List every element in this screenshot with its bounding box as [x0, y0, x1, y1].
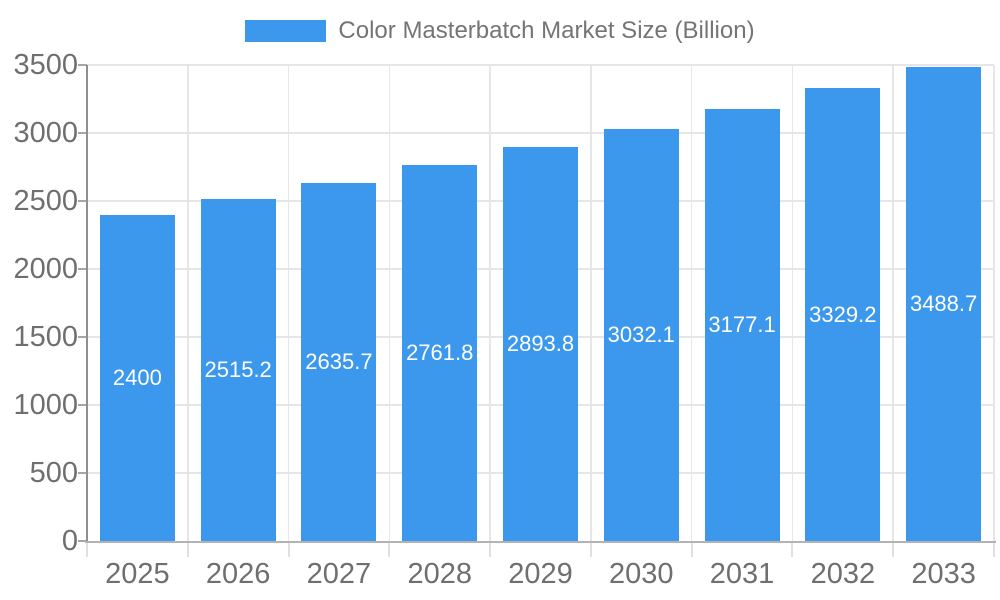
y-tick	[78, 540, 87, 542]
bar-value-label: 3488.7	[909, 290, 978, 316]
bar	[402, 165, 478, 541]
x-axis-label: 2028	[407, 558, 472, 590]
gridline-horizontal	[87, 132, 994, 134]
bar-value-label: 2635.7	[305, 348, 373, 374]
x-axis-label: 2029	[508, 558, 573, 590]
bar	[99, 214, 175, 541]
y-tick	[78, 404, 87, 406]
bar-value-label: 3177.1	[708, 311, 776, 337]
y-tick	[78, 472, 87, 474]
x-axis-label: 2032	[810, 558, 876, 590]
x-tick	[589, 543, 592, 557]
y-axis-label: 1500	[13, 321, 78, 353]
x-axis-line	[85, 541, 996, 543]
bar	[704, 108, 780, 541]
x-tick	[186, 543, 189, 557]
x-tick	[86, 543, 88, 557]
y-tick	[78, 132, 87, 134]
gridline-horizontal	[87, 64, 994, 66]
y-axis-label: 3500	[13, 49, 78, 81]
gridline-vertical	[388, 65, 391, 541]
y-axis-label: 2500	[13, 185, 78, 217]
bar	[503, 147, 578, 541]
y-axis-line	[86, 65, 88, 543]
bar	[200, 198, 276, 541]
bar-value-label: 3032.1	[607, 321, 675, 347]
gridline-vertical	[489, 65, 491, 541]
bar	[906, 66, 982, 541]
bar-value-label: 2893.8	[506, 331, 575, 357]
x-axis-label: 2033	[911, 558, 976, 590]
gridline-vertical	[187, 65, 189, 541]
gridline-vertical	[993, 65, 995, 541]
bar	[301, 182, 377, 541]
bar-value-label: 2761.8	[406, 340, 474, 366]
bar	[603, 128, 679, 541]
bar-value-label: 3329.2	[809, 301, 877, 327]
legend: Color Masterbatch Market Size (Billion)	[0, 17, 1000, 45]
gridline-vertical	[590, 65, 592, 541]
x-tick	[791, 543, 794, 557]
x-tick	[388, 543, 391, 557]
y-tick	[78, 268, 87, 270]
legend-swatch	[245, 20, 327, 42]
x-tick	[690, 543, 693, 557]
x-tick	[489, 543, 492, 557]
y-tick	[78, 64, 87, 66]
y-tick	[78, 336, 87, 338]
bar-value-label: 2400	[112, 364, 162, 390]
x-axis-label: 2030	[609, 558, 674, 590]
gridline-vertical	[287, 65, 290, 541]
y-axis-label: 500	[29, 457, 78, 489]
y-axis-label: 2000	[13, 253, 78, 285]
y-axis-label: 1000	[13, 389, 78, 421]
x-axis-label: 2025	[105, 558, 170, 590]
gridline-vertical	[690, 65, 693, 541]
gridline-vertical	[791, 65, 794, 541]
legend-label: Color Masterbatch Market Size (Billion)	[338, 17, 755, 44]
x-tick	[892, 543, 895, 557]
x-tick	[993, 543, 995, 557]
x-axis-label: 2027	[306, 558, 372, 590]
y-axis-label: 3000	[13, 117, 78, 149]
y-axis-label: 0	[61, 525, 78, 557]
bar	[805, 88, 881, 541]
y-tick	[78, 200, 87, 202]
bar-value-label: 2515.2	[204, 356, 272, 382]
x-tick	[287, 543, 290, 557]
x-axis-label: 2031	[709, 558, 775, 590]
gridline-vertical	[892, 65, 894, 541]
x-axis-label: 2026	[205, 558, 271, 590]
